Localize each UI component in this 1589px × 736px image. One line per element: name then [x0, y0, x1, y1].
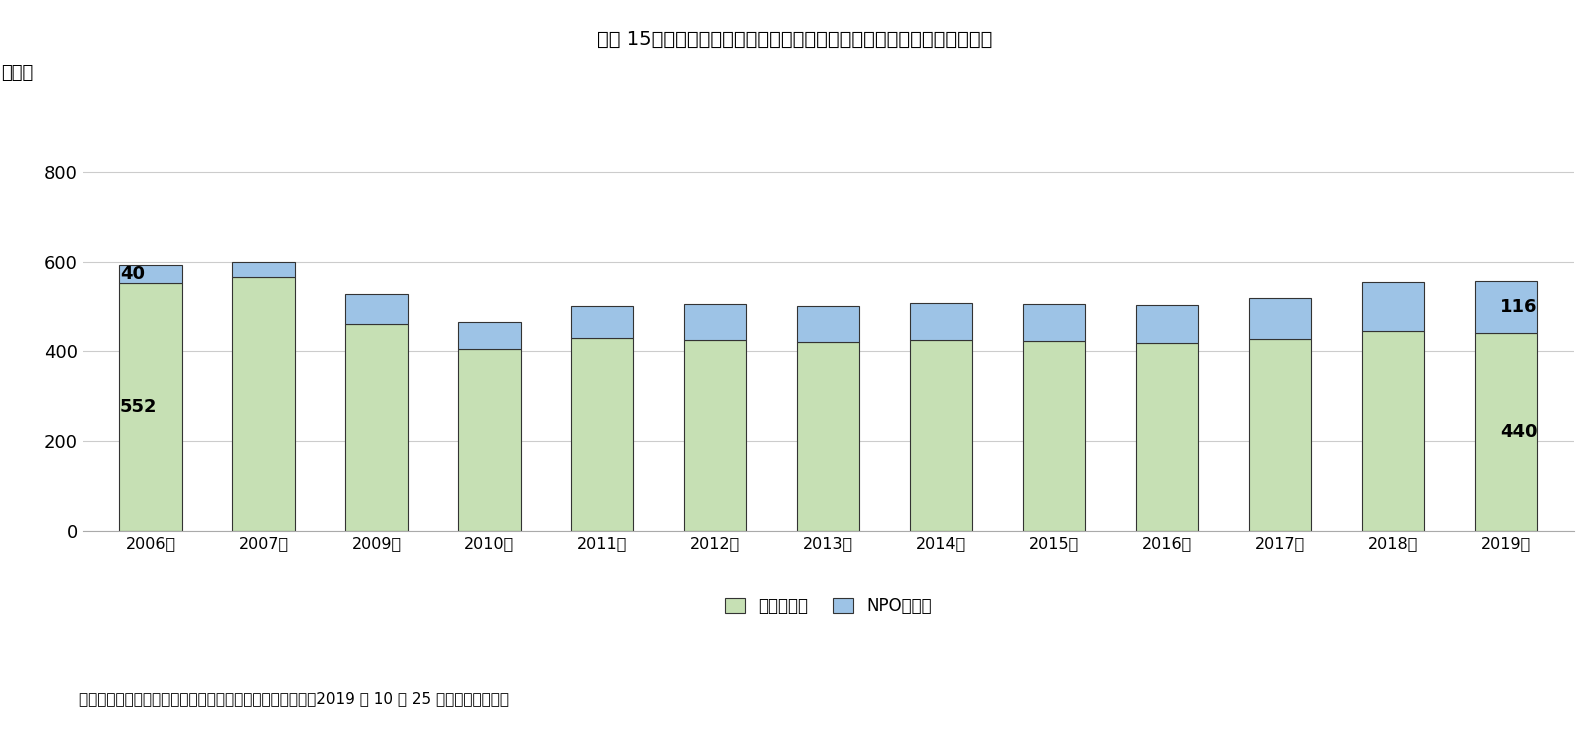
Bar — [685, 304, 747, 340]
Bar — [798, 306, 860, 342]
Legend: 市町村運営, NPO等運営: 市町村運営, NPO等運営 — [718, 590, 939, 621]
Text: 440: 440 — [1500, 423, 1538, 441]
Bar — [458, 322, 521, 349]
Text: （件）: （件） — [0, 64, 33, 82]
Bar — [1249, 339, 1311, 531]
Text: 552: 552 — [121, 398, 157, 416]
Bar — [345, 294, 407, 324]
Bar — [232, 261, 294, 277]
Bar — [1362, 282, 1424, 331]
Bar — [910, 303, 972, 340]
Text: 40: 40 — [121, 265, 145, 283]
Bar — [345, 324, 407, 531]
Bar — [1362, 331, 1424, 531]
Bar — [1136, 343, 1198, 531]
Text: 図表 15　自家用有償旅客運送（交通空白）を導入している団体数の推移: 図表 15 自家用有償旅客運送（交通空白）を導入している団体数の推移 — [597, 29, 992, 49]
Text: 116: 116 — [1500, 298, 1538, 316]
Bar — [910, 340, 972, 531]
Bar — [458, 349, 521, 531]
Bar — [119, 265, 181, 283]
Bar — [572, 338, 634, 531]
Bar — [119, 283, 181, 531]
Bar — [1475, 333, 1537, 531]
Bar — [798, 342, 860, 531]
Bar — [572, 306, 634, 338]
Bar — [1023, 304, 1085, 342]
Bar — [685, 340, 747, 531]
Bar — [1136, 305, 1198, 343]
Text: （資料）「交通政策審議会　地域公共交通部会」第３回（2019 年 10 月 25 日）資料より作成: （資料）「交通政策審議会 地域公共交通部会」第３回（2019 年 10 月 25… — [79, 692, 510, 707]
Bar — [1475, 281, 1537, 333]
Bar — [1249, 298, 1311, 339]
Bar — [1023, 342, 1085, 531]
Bar — [232, 277, 294, 531]
